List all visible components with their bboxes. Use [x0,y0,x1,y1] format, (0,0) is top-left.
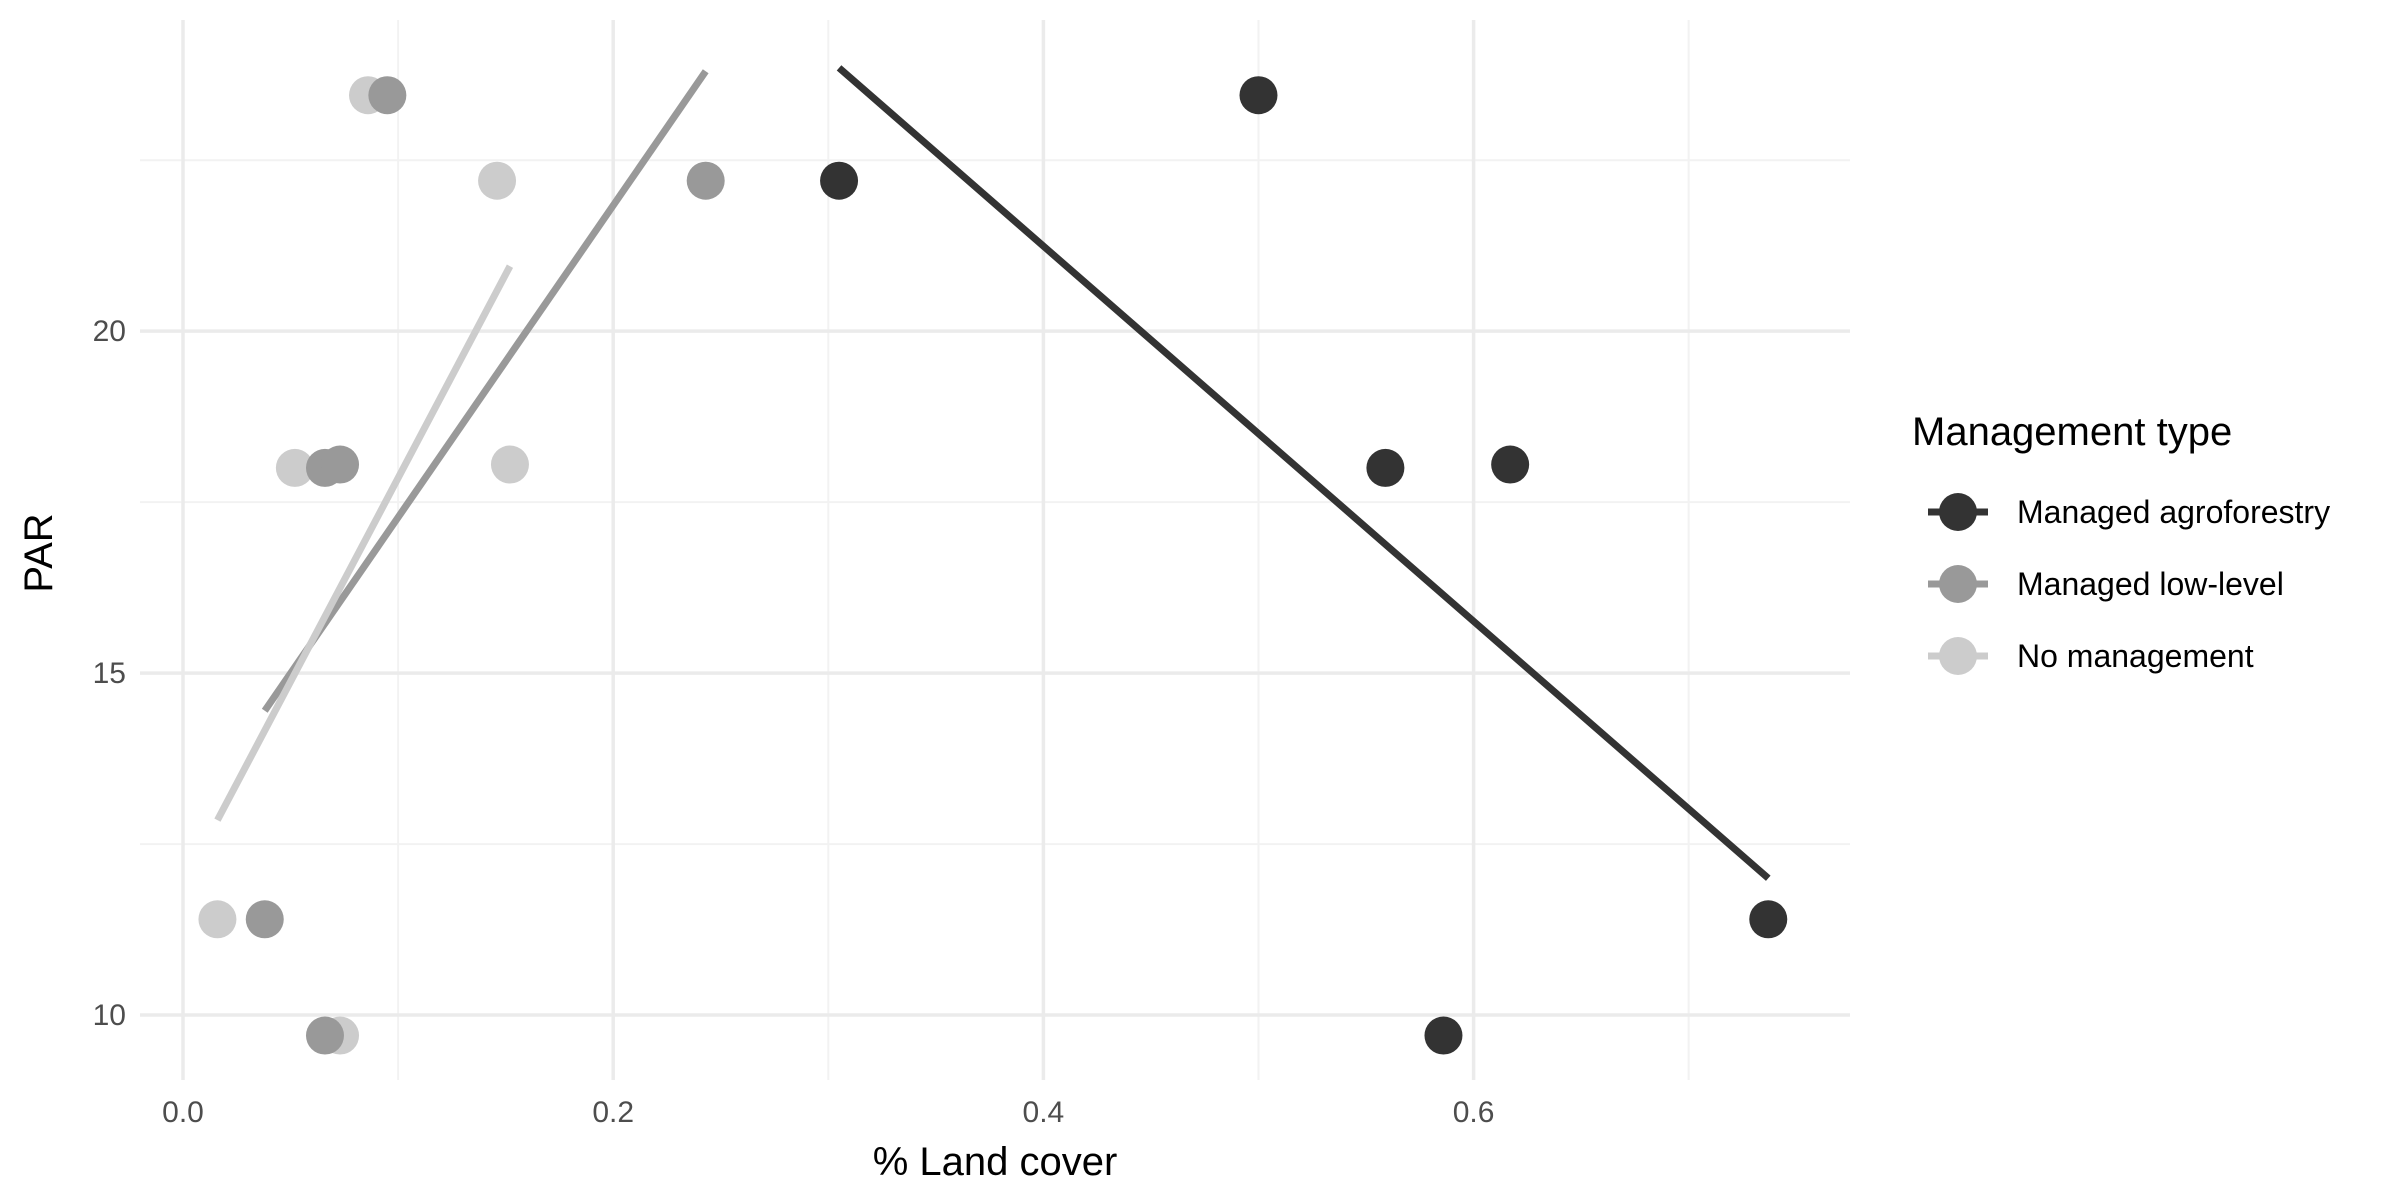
data-point [1491,445,1530,484]
legend-item-managed-low-level: Managed low-level [1928,565,2284,603]
legend-item-no-management: No management [1928,637,2254,675]
x-axis-title: % Land cover [873,1140,1118,1184]
data-point [275,448,314,487]
legend-key-point [1939,493,1977,531]
data-points [198,76,1788,1055]
data-point [478,161,517,200]
legend-key-point [1939,637,1977,675]
y-tick-label: 10 [93,999,126,1032]
data-point [368,76,407,115]
data-point [1239,76,1278,115]
data-point [1366,448,1405,487]
data-point [305,1016,344,1055]
major-gridlines [140,20,1850,1080]
y-axis-title: PAR [17,513,61,592]
x-tick-label: 0.4 [1023,1096,1065,1129]
data-point [686,161,725,200]
x-axis-ticks: 0.0 0.2 0.4 0.6 [162,1096,1494,1129]
minor-gridlines [140,20,1850,1080]
legend-items: Managed agroforestry Managed low-level No … [1928,493,2330,675]
data-point [820,161,859,200]
legend-item-managed-agroforestry: Managed agroforestry [1928,493,2330,531]
legend: Management type Managed agroforestryMana… [1912,410,2330,675]
trend-line-managed-low-level [261,69,709,713]
y-axis-ticks: 10 15 20 [93,315,126,1032]
legend-key-point [1939,565,1977,603]
x-tick-label: 0.0 [162,1096,204,1129]
data-point [1749,900,1788,939]
y-tick-label: 15 [93,657,126,690]
legend-label: Managed low-level [2017,566,2284,602]
x-tick-label: 0.2 [592,1096,634,1129]
data-point [490,445,529,484]
data-point [245,900,284,939]
legend-label: Managed agroforestry [2017,494,2330,530]
data-point [198,900,237,939]
legend-label: No management [2017,638,2254,674]
legend-title: Management type [1912,410,2232,454]
data-point [1424,1016,1463,1055]
trend-line-managed-agroforestry [836,65,1771,881]
x-tick-label: 0.6 [1453,1096,1495,1129]
y-tick-label: 20 [93,315,126,348]
trend-line-no-management [214,264,514,822]
data-point [321,445,360,484]
trend-lines [214,65,1771,881]
